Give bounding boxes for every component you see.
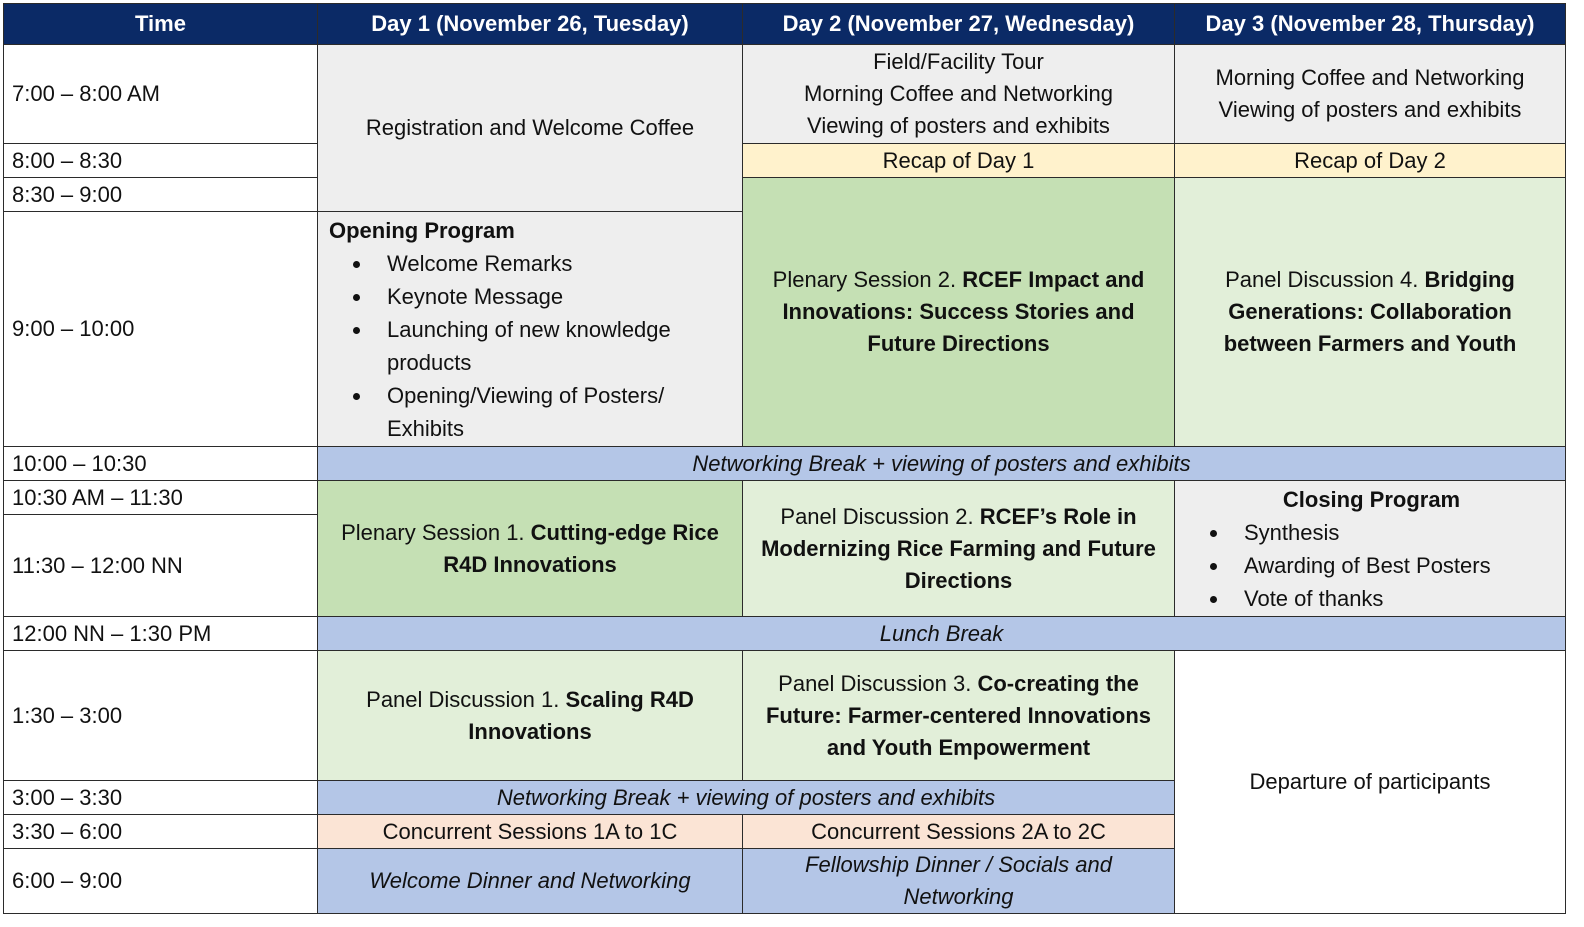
time-cell: 10:30 AM – 11:30 [3,480,318,515]
time-cell: 3:00 – 3:30 [3,780,318,815]
day2-dinner: Fellowship Dinner / Socials and Networki… [742,848,1175,914]
lunch-break-label: Lunch Break [879,620,1004,646]
header-time: Time [3,3,318,45]
day2-dinner-label: Fellowship Dinner / Socials and Networki… [805,852,1112,909]
day3-morning: Morning Coffee and Networking Viewing of… [1174,44,1566,144]
lunch-break: Lunch Break [317,616,1566,651]
time-cell: 12:00 NN – 1:30 PM [3,616,318,651]
day3-morning-line: Morning Coffee and Networking [1215,65,1525,90]
day2-panel3: Panel Discussion 3. Co-creating the Futu… [742,650,1175,781]
day2-recap: Recap of Day 1 [742,143,1175,178]
schedule-row: 6:00 – 9:00 Welcome Dinner and Networkin… [3,848,1566,914]
list-item: Vote of thanks [1230,582,1557,615]
opening-program-list: Welcome Remarks Keynote Message Launchin… [329,247,734,445]
schedule-row: 10:00 – 10:30 Networking Break + viewing… [3,446,1566,481]
day3-morning-line: Viewing of posters and exhibits [1218,97,1522,122]
header-day1: Day 1 (November 26, Tuesday) [317,3,743,45]
time-cell: 9:00 – 10:00 [3,211,318,447]
header-row: Time Day 1 (November 26, Tuesday) Day 2 … [3,3,1566,45]
time-cell: 7:00 – 8:00 AM [3,44,318,144]
time-cell: 1:30 – 3:00 [3,650,318,781]
morning-break: Networking Break + viewing of posters an… [317,446,1566,481]
panel1-prefix: Panel Discussion 1. [366,686,566,712]
list-item: Keynote Message [373,280,734,313]
afternoon-break: Networking Break + viewing of posters an… [317,780,1175,815]
day2-morning: Field/Facility Tour Morning Coffee and N… [742,44,1175,144]
plenary1-title: Cutting-edge Rice R4D Innovations [443,519,719,577]
schedule-row: 10:30 AM – 11:30 Plenary Session 1. Cutt… [3,480,1566,617]
plenary2-title: RCEF Impact and Innovations: Success Sto… [782,267,1145,356]
schedule-row: 1:30 – 3:00 Panel Discussion 1. Scaling … [3,650,1566,914]
day3-departure: Departure of participants [1174,650,1566,914]
schedule-row: 12:00 NN – 1:30 PM Lunch Break [3,616,1566,651]
closing-program-title: Closing Program [1282,486,1461,512]
panel1-title: Scaling R4D Innovations [468,686,694,744]
schedule-row: 7:00 – 8:00 AM Registration and Welcome … [3,44,1566,212]
afternoon-break-label: Networking Break + viewing of posters an… [496,784,996,810]
morning-break-label: Networking Break + viewing of posters an… [692,450,1191,476]
panel3-title: Co-creating the Future: Farmer-centered … [765,670,1152,760]
plenary2-prefix: Plenary Session 2. [772,267,963,292]
opening-program-title: Opening Program [329,217,515,243]
day3-recap: Recap of Day 2 [1174,143,1566,178]
day2-morning-line: Field/Facility Tour [873,49,1044,74]
list-item: Launching of new knowledge products [373,313,734,379]
list-item: Welcome Remarks [373,247,734,280]
time-cell: 8:30 – 9:00 [3,177,318,212]
panel4-prefix: Panel Discussion 4. [1225,267,1425,292]
closing-program-list: Synthesis Awarding of Best Posters Vote … [1186,516,1557,615]
schedule-row: 8:00 – 8:30 Recap of Day 1 Recap of Day … [3,143,1566,178]
header-day2: Day 2 (November 27, Wednesday) [742,3,1175,45]
day1-concurrent: Concurrent Sessions 1A to 1C [317,814,743,849]
day1-registration: Registration and Welcome Coffee [317,44,743,212]
list-item: Awarding of Best Posters [1230,549,1557,582]
schedule-row: 8:30 – 9:00 Plenary Session 2. RCEF Impa… [3,177,1566,447]
panel2-title: RCEF’s Role in Modernizing Rice Farming … [761,503,1156,593]
list-item: Opening/Viewing of Posters/ Exhibits [373,379,734,445]
day2-panel2: Panel Discussion 2. RCEF’s Role in Moder… [742,480,1175,617]
panel4-title: Bridging Generations: Collaboration betw… [1223,267,1517,356]
header-day3: Day 3 (November 28, Thursday) [1174,3,1566,45]
schedule-row: 9:00 – 10:00 Opening Program Welcome Rem… [3,211,1566,447]
schedule-row: 11:30 – 12:00 NN [3,514,1566,617]
time-cell: 3:30 – 6:00 [3,814,318,849]
day1-opening-program: Opening Program Welcome Remarks Keynote … [317,211,743,447]
panel2-prefix: Panel Discussion 2. [780,503,980,529]
time-cell: 8:00 – 8:30 [3,143,318,178]
schedule-table: Time Day 1 (November 26, Tuesday) Day 2 … [3,3,1566,914]
day1-dinner: Welcome Dinner and Networking [317,848,743,914]
time-cell: 10:00 – 10:30 [3,446,318,481]
day1-panel1: Panel Discussion 1. Scaling R4D Innovati… [317,650,743,781]
day2-concurrent: Concurrent Sessions 2A to 2C [742,814,1175,849]
registration-label: Registration and Welcome Coffee [365,115,695,140]
list-item: Synthesis [1230,516,1557,549]
day2-morning-line: Viewing of posters and exhibits [807,113,1110,138]
schedule-row: 3:30 – 6:00 Concurrent Sessions 1A to 1C… [3,814,1566,849]
time-cell: 6:00 – 9:00 [3,848,318,914]
departure-label: Departure of participants [1249,769,1491,794]
time-cell: 11:30 – 12:00 NN [3,514,318,617]
day2-morning-line: Morning Coffee and Networking [804,81,1113,106]
day1-dinner-label: Welcome Dinner and Networking [369,868,691,893]
day1-plenary1: Plenary Session 1. Cutting-edge Rice R4D… [317,480,743,617]
schedule-row: 3:00 – 3:30 Networking Break + viewing o… [3,780,1566,815]
panel3-prefix: Panel Discussion 3. [778,670,978,696]
plenary1-prefix: Plenary Session 1. [341,519,531,545]
day2-plenary2: Plenary Session 2. RCEF Impact and Innov… [742,177,1175,447]
day3-panel4: Panel Discussion 4. Bridging Generations… [1174,177,1566,447]
day3-closing-program: Closing Program Synthesis Awarding of Be… [1174,480,1566,617]
